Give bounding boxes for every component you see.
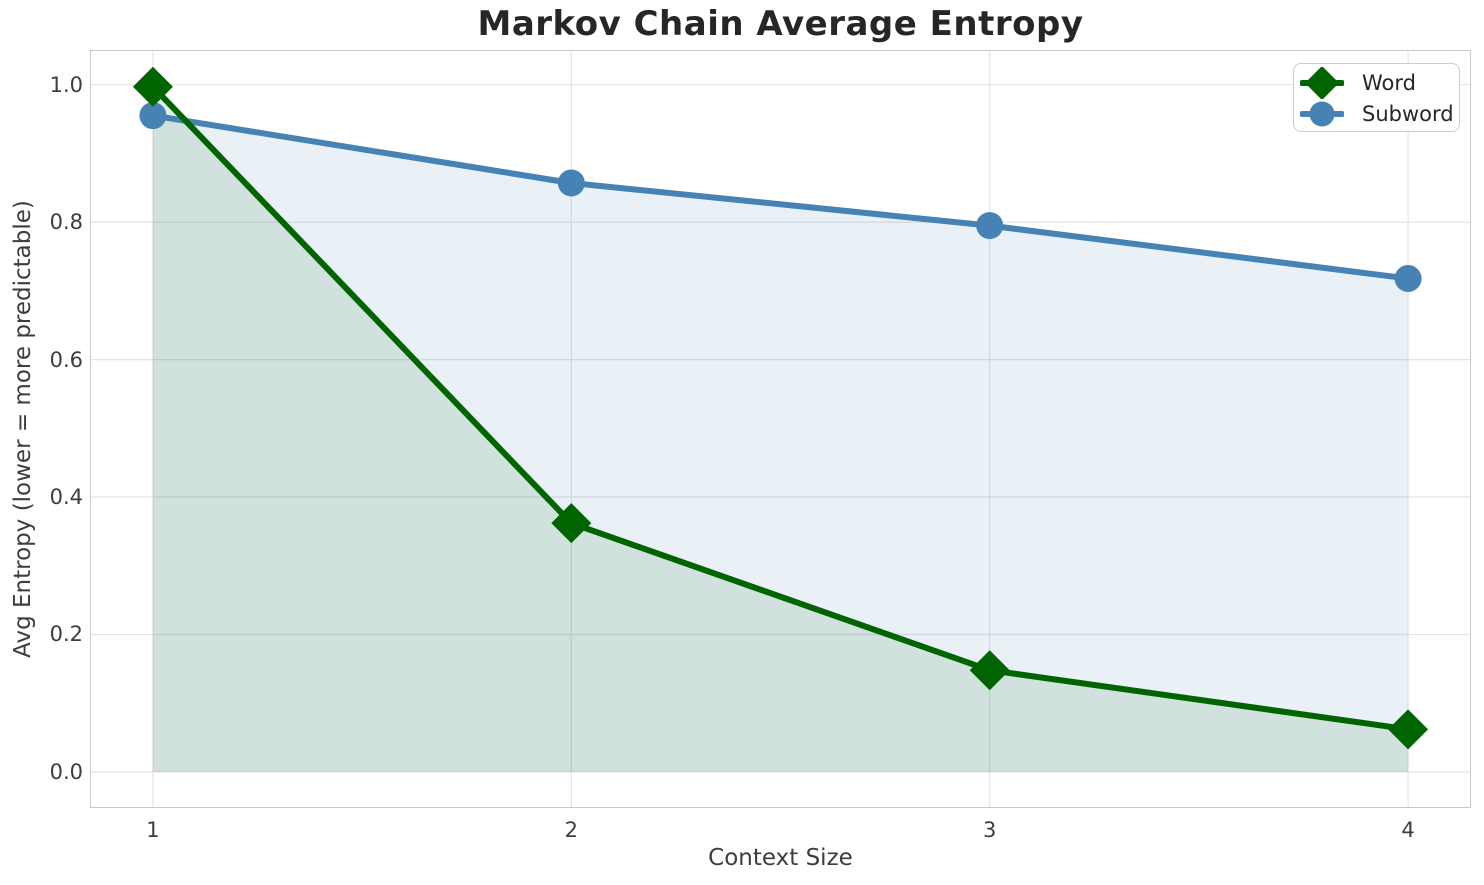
circle-marker-subword bbox=[976, 212, 1004, 240]
y-tick-label: 0.2 bbox=[49, 622, 83, 647]
y-tick-label: 0.6 bbox=[49, 347, 83, 372]
legend-circle-marker bbox=[1300, 98, 1344, 130]
y-tick-label: 0.8 bbox=[49, 210, 83, 235]
diamond-marker-word bbox=[969, 650, 1010, 691]
legend: Word Subword bbox=[1293, 63, 1460, 132]
y-tick-label: 1.0 bbox=[49, 72, 83, 97]
circle-marker-subword bbox=[139, 102, 167, 130]
diamond-marker-word bbox=[132, 66, 173, 107]
area-fill-word bbox=[152, 86, 1409, 772]
legend-label-word: Word bbox=[1362, 70, 1416, 95]
x-tick-label: 4 bbox=[1401, 818, 1415, 842]
circle-marker-subword bbox=[557, 169, 585, 197]
legend-label-subword: Subword bbox=[1362, 101, 1454, 126]
diamond-marker-word bbox=[551, 503, 592, 544]
line-word bbox=[149, 83, 1412, 733]
area-fill-subword bbox=[152, 115, 1409, 772]
legend-marker-glyph bbox=[1300, 101, 1344, 126]
legend-row-subword: Subword bbox=[1300, 98, 1459, 129]
x-tick-label: 1 bbox=[146, 818, 160, 842]
plot-area bbox=[90, 50, 1471, 808]
legend-row-word: Word bbox=[1300, 66, 1459, 99]
circle-marker-subword bbox=[1394, 264, 1422, 292]
x-tick-label: 3 bbox=[983, 818, 997, 842]
x-axis-label: Context Size bbox=[708, 845, 853, 871]
y-axis-label: Avg Entropy (lower = more predictable) bbox=[10, 200, 36, 658]
legend-diamond-marker bbox=[1300, 66, 1344, 99]
x-tick-label: 2 bbox=[564, 818, 578, 842]
y-tick-label: 0.4 bbox=[49, 485, 83, 510]
line-subword bbox=[149, 112, 1412, 282]
chart-title: Markov Chain Average Entropy bbox=[477, 4, 1084, 44]
y-tick-label: 0.0 bbox=[49, 759, 83, 784]
plot-svg bbox=[91, 51, 1470, 807]
legend-marker-glyph bbox=[1300, 66, 1344, 99]
diamond-marker-word bbox=[1388, 709, 1429, 750]
